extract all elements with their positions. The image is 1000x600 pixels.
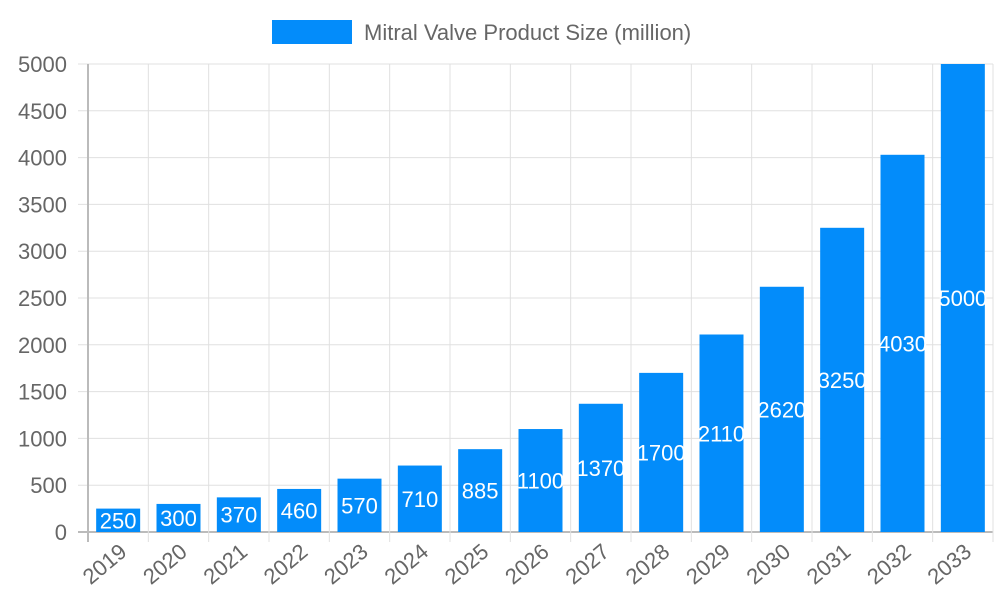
- bar[interactable]: [759, 286, 804, 532]
- x-tick-label: 2022: [259, 539, 313, 590]
- x-tick-label: 2030: [741, 539, 795, 590]
- data-label: 1700: [637, 440, 686, 465]
- bar[interactable]: [96, 508, 141, 532]
- y-tick-label: 3500: [18, 192, 67, 217]
- bar[interactable]: [820, 227, 865, 533]
- x-tick-label: 2023: [319, 539, 373, 590]
- bar[interactable]: [337, 478, 382, 532]
- bar[interactable]: [880, 154, 925, 533]
- y-tick-label: 5000: [18, 52, 67, 77]
- data-label: 250: [100, 508, 137, 533]
- data-label: 2620: [757, 397, 806, 422]
- bar[interactable]: [397, 465, 442, 532]
- x-tick-label: 2019: [78, 539, 132, 590]
- data-label: 370: [220, 503, 257, 528]
- bar[interactable]: [277, 488, 322, 532]
- y-tick-label: 4000: [18, 146, 67, 171]
- y-tick-label: 2000: [18, 333, 67, 358]
- bar[interactable]: [156, 503, 201, 532]
- x-tick-label: 2024: [379, 539, 433, 590]
- data-label: 3250: [818, 368, 867, 393]
- data-label: 2110: [698, 421, 745, 446]
- bar[interactable]: [518, 429, 563, 532]
- data-label: 710: [401, 487, 438, 512]
- legend-swatch: [272, 20, 352, 44]
- x-tick-label: 2021: [198, 539, 252, 590]
- legend-label: Mitral Valve Product Size (million): [364, 20, 691, 45]
- bar[interactable]: [578, 403, 623, 532]
- data-label: 1100: [517, 469, 564, 494]
- x-tick-label: 2020: [138, 539, 192, 590]
- bar[interactable]: [216, 497, 261, 532]
- data-label: 300: [160, 506, 197, 531]
- y-tick-label: 500: [30, 473, 67, 498]
- x-tick-label: 2026: [500, 539, 554, 590]
- y-tick-label: 1000: [18, 426, 67, 451]
- x-tick-label: 2031: [802, 539, 856, 590]
- data-label: 4030: [878, 331, 927, 356]
- y-tick-label: 4500: [18, 99, 67, 124]
- x-tick-label: 2032: [862, 539, 916, 590]
- data-label: 1370: [576, 456, 625, 481]
- x-tick-label: 2025: [440, 539, 494, 590]
- data-label: 5000: [938, 286, 987, 311]
- bar[interactable]: [639, 372, 684, 532]
- y-tick-label: 2500: [18, 286, 67, 311]
- x-tick-label: 2029: [681, 539, 735, 590]
- y-tick-label: 3000: [18, 239, 67, 264]
- x-tick-label: 2028: [621, 539, 675, 590]
- y-tick-label: 0: [55, 520, 67, 545]
- data-label: 570: [341, 493, 378, 518]
- x-tick-label: 2033: [922, 539, 976, 590]
- y-tick-label: 1500: [18, 380, 67, 405]
- bar[interactable]: [699, 334, 744, 532]
- data-label: 460: [281, 498, 318, 523]
- x-tick-label: 2027: [560, 539, 614, 590]
- bar[interactable]: [458, 449, 503, 532]
- legend[interactable]: Mitral Valve Product Size (million): [272, 20, 691, 45]
- bar[interactable]: [940, 64, 985, 532]
- data-label: 885: [462, 479, 499, 504]
